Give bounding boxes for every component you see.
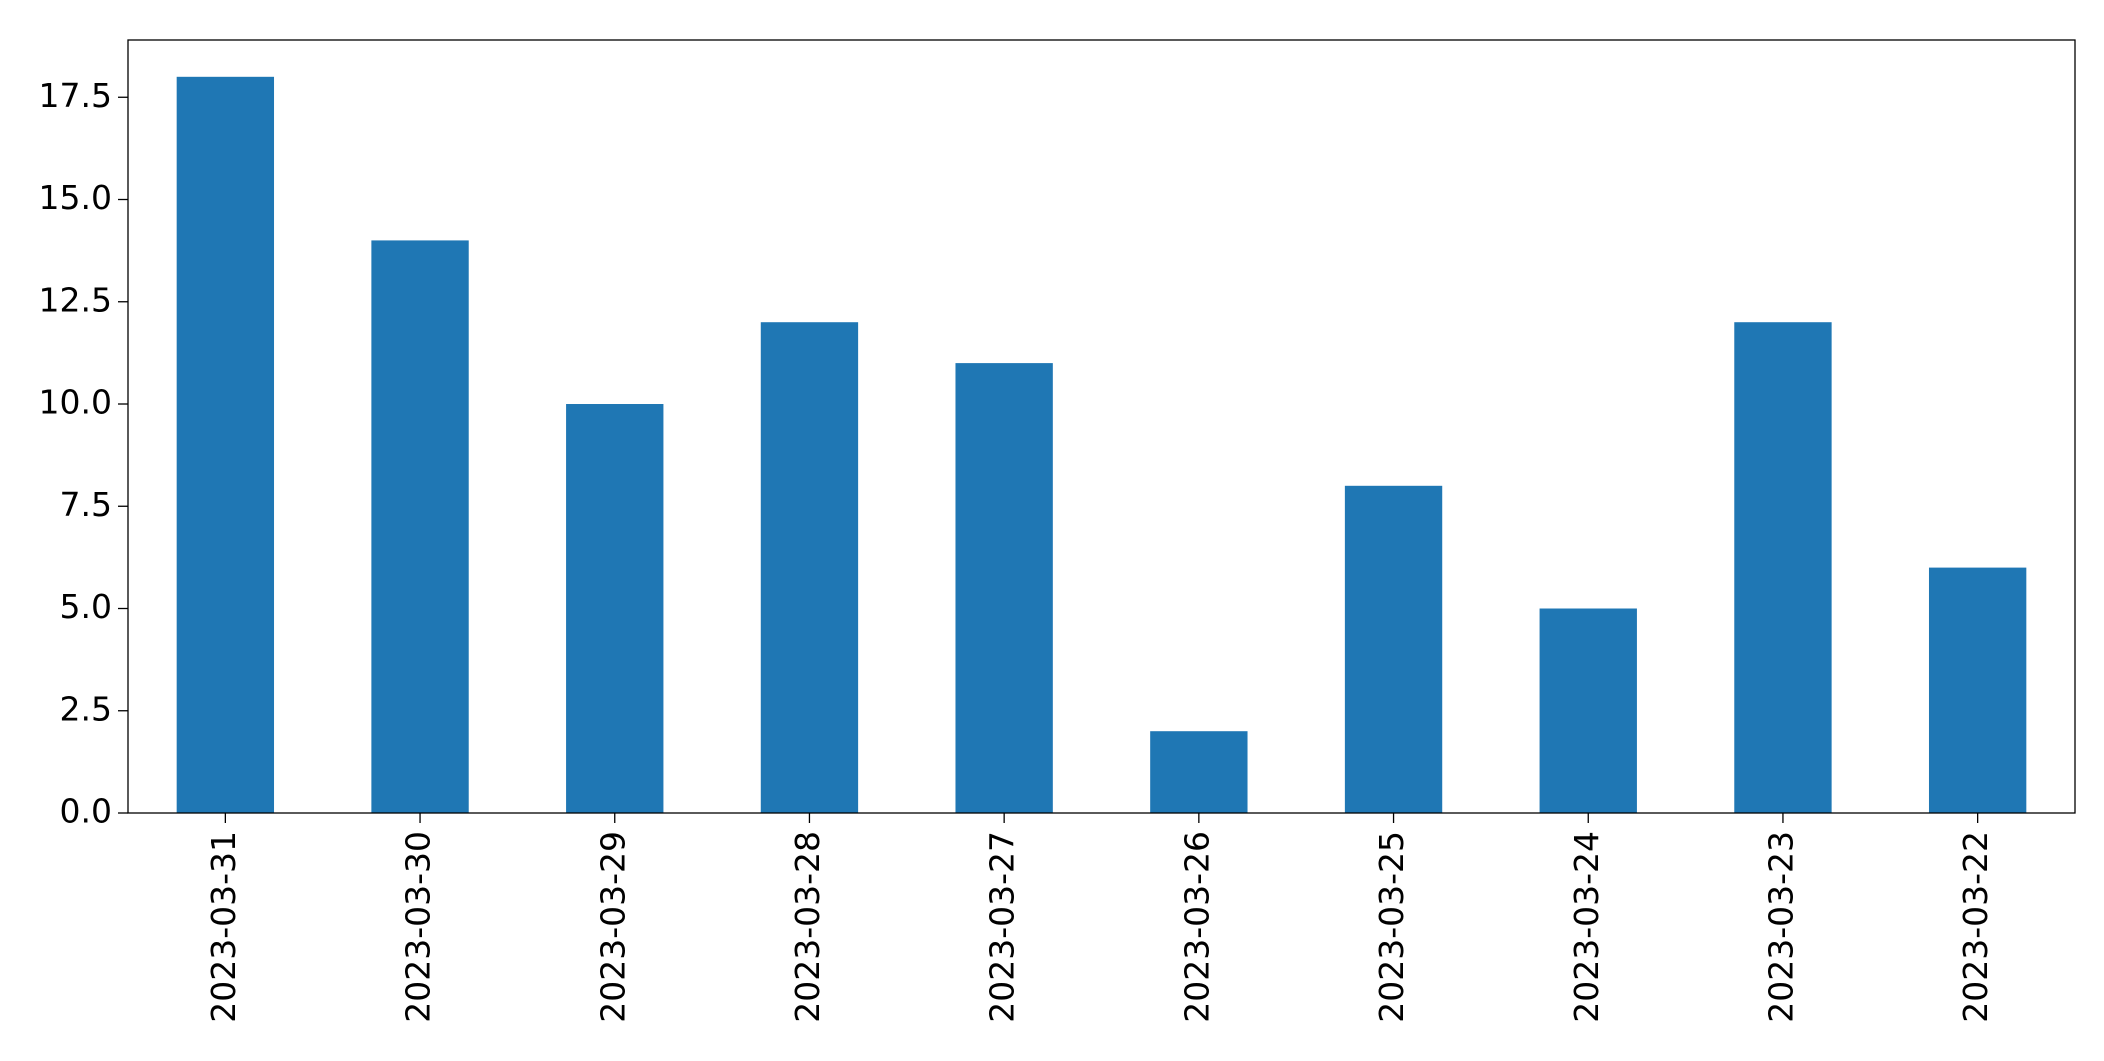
- y-tick-label: 5.0: [60, 587, 112, 626]
- plot-frame: [127, 39, 2076, 814]
- x-tick-label: 2023-03-23: [1761, 831, 1800, 1023]
- bar: [760, 322, 859, 813]
- bar: [1734, 322, 1832, 813]
- y-tick-label: 15.0: [39, 178, 112, 217]
- x-tick-label: 2023-03-27: [983, 831, 1022, 1023]
- bar: [566, 404, 664, 813]
- x-tick-label: 2023-03-30: [399, 831, 438, 1023]
- y-tick-label: 17.5: [39, 76, 112, 115]
- bar: [371, 240, 469, 813]
- x-tick-label: 2023-03-31: [204, 831, 243, 1023]
- y-tick-label: 2.5: [60, 689, 112, 728]
- y-tick-label: 12.5: [39, 280, 112, 319]
- x-tick-label: 2023-03-25: [1372, 831, 1411, 1023]
- bar: [1928, 567, 2027, 813]
- bar: [1150, 731, 1248, 813]
- bar: [1539, 608, 1637, 813]
- x-tick-label: 2023-03-22: [1956, 831, 1995, 1023]
- x-tick-label: 2023-03-29: [593, 831, 632, 1023]
- x-tick-label: 2023-03-24: [1567, 831, 1606, 1023]
- bar: [176, 76, 275, 814]
- y-tick-label: 7.5: [60, 485, 112, 524]
- y-tick-label: 0.0: [60, 792, 112, 831]
- bar: [955, 363, 1053, 813]
- bar: [1344, 485, 1443, 813]
- y-tick-label: 10.0: [39, 383, 112, 422]
- x-tick-label: 2023-03-26: [1177, 831, 1216, 1023]
- x-tick-label: 2023-03-28: [788, 831, 827, 1023]
